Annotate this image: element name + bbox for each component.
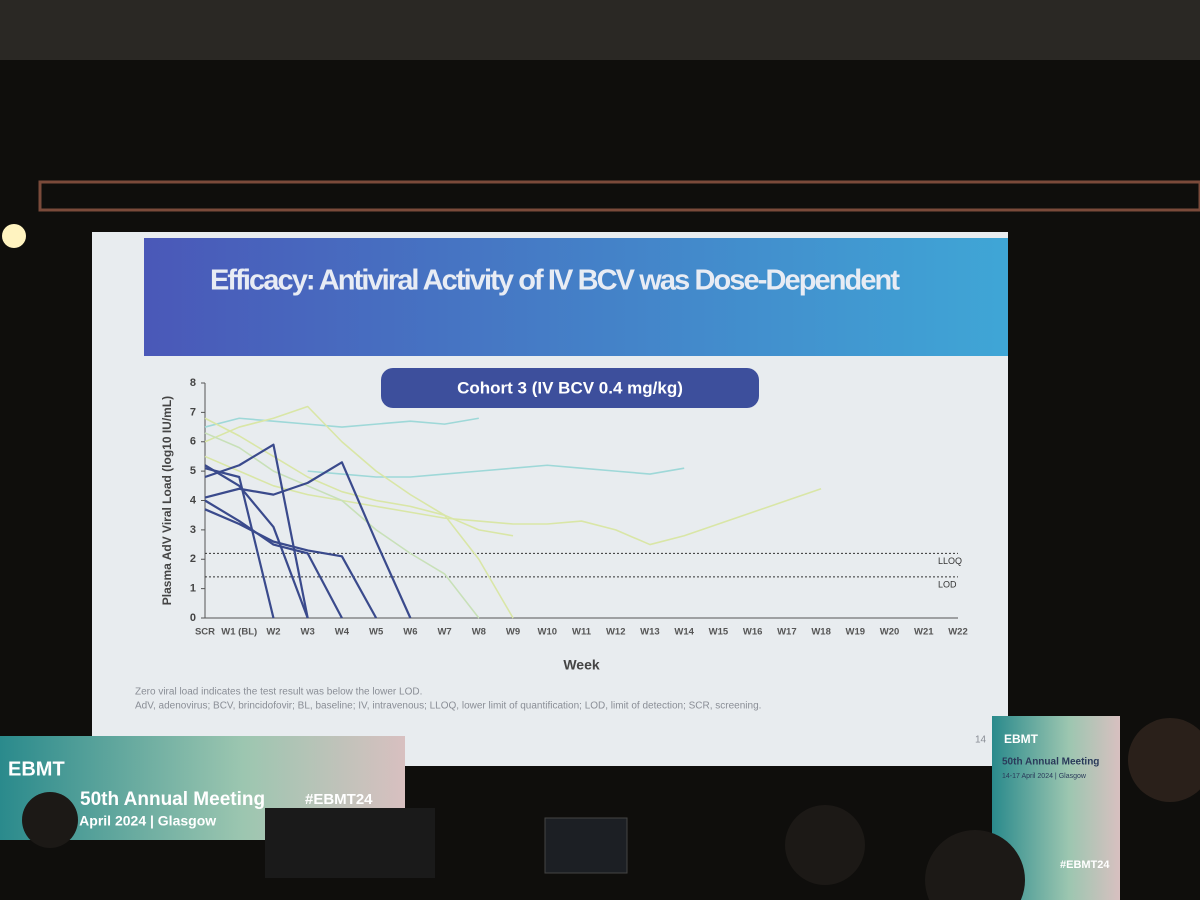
x-tick-label: W17 xyxy=(777,627,797,638)
x-tick-label: W21 xyxy=(914,627,934,638)
y-tick-label: 3 xyxy=(190,524,196,536)
podium-tag: #EBMT24 xyxy=(1060,859,1110,871)
cohort-label: Cohort 3 (IV BCV 0.4 mg/kg) xyxy=(457,378,683,397)
x-tick-label: W5 xyxy=(369,627,384,638)
x-tick-label: W15 xyxy=(709,627,729,638)
series-line xyxy=(204,499,343,619)
x-tick-label: W20 xyxy=(880,627,900,638)
x-tick-label: SCR xyxy=(195,627,215,638)
monitor xyxy=(544,817,628,874)
y-tick-label: 0 xyxy=(190,612,196,624)
y-tick-label: 8 xyxy=(190,377,196,389)
y-axis-label: Plasma AdV Viral Load (log10 IU/mL) xyxy=(160,396,174,605)
truss xyxy=(38,180,1200,212)
series-line xyxy=(204,443,309,619)
audience xyxy=(785,805,865,885)
x-tick-label: W6 xyxy=(403,627,417,638)
x-tick-label: W19 xyxy=(846,627,866,638)
ceiling xyxy=(0,0,1200,60)
series-line xyxy=(204,461,412,619)
banner-tag: #EBMT24 xyxy=(305,791,373,808)
audience xyxy=(22,792,78,848)
chart: 0 1 2 3 4 5 6 7 8 SCR W1 (BL) W2 W3 W4 W5 W6 W7 W8 W9 W10 W1… xyxy=(160,377,968,673)
x-tick-label: W14 xyxy=(674,627,694,638)
x-tick-label: W12 xyxy=(606,627,626,638)
series-line xyxy=(204,464,309,619)
podium-dates: 14-17 April 2024 | Glasgow xyxy=(1002,773,1087,780)
x-tick-label: W1 (BL) xyxy=(221,627,257,638)
audience xyxy=(925,830,1025,900)
series-line xyxy=(204,508,378,619)
slide-title: Efficacy: Antiviral Activity of IV BCV w… xyxy=(210,265,900,297)
footnote: Zero viral load indicates the test resul… xyxy=(135,687,422,698)
series-line xyxy=(204,417,479,428)
y-tick-label: 5 xyxy=(190,465,196,477)
audience xyxy=(1128,718,1200,802)
series-line xyxy=(204,405,514,537)
cohort-pill xyxy=(381,368,759,408)
x-tick-label: W3 xyxy=(301,627,315,638)
reference-label: LLOQ xyxy=(938,556,962,566)
series-line xyxy=(307,464,685,478)
banner-dates: 14-17 April 2024 | Glasgow xyxy=(40,813,216,829)
y-tick-label: 6 xyxy=(190,436,196,448)
x-tick-label: W22 xyxy=(948,627,968,638)
x-axis-label: Week xyxy=(563,657,600,673)
slide-header xyxy=(144,238,1008,356)
podium-logo: EBMT xyxy=(1004,732,1039,746)
banner-meeting: 50th Annual Meeting xyxy=(80,789,265,810)
series-line xyxy=(204,455,822,546)
y-tick-label: 7 xyxy=(190,406,196,418)
page-number: 14 xyxy=(975,735,987,746)
series-line xyxy=(204,432,480,619)
x-tick-label: W2 xyxy=(266,627,280,638)
x-tick-label: W8 xyxy=(472,627,486,638)
x-tick-label: W16 xyxy=(743,627,763,638)
banner-logo: EBMT xyxy=(8,758,65,780)
y-tick-label: 1 xyxy=(190,583,196,595)
footnote: AdV, adenovirus; BCV, brincidofovir; BL,… xyxy=(135,701,761,712)
lectern-screen xyxy=(265,808,435,878)
stage-light xyxy=(2,224,26,248)
x-tick-label: W13 xyxy=(640,627,660,638)
series-line xyxy=(204,417,514,619)
x-tick-label: W11 xyxy=(572,627,592,638)
y-tick-label: 4 xyxy=(190,494,197,506)
x-tick-label: W18 xyxy=(811,627,831,638)
reference-label: LOD xyxy=(938,579,957,589)
x-tick-label: W4 xyxy=(335,627,350,638)
x-tick-label: W7 xyxy=(437,627,451,638)
y-tick-label: 2 xyxy=(190,553,196,565)
x-tick-label: W9 xyxy=(506,627,520,638)
podium-meeting: 50th Annual Meeting xyxy=(1002,757,1099,768)
x-tick-label: W10 xyxy=(537,627,557,638)
